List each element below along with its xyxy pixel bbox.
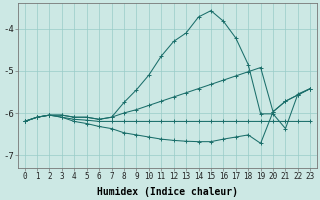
X-axis label: Humidex (Indice chaleur): Humidex (Indice chaleur) [97,186,238,197]
